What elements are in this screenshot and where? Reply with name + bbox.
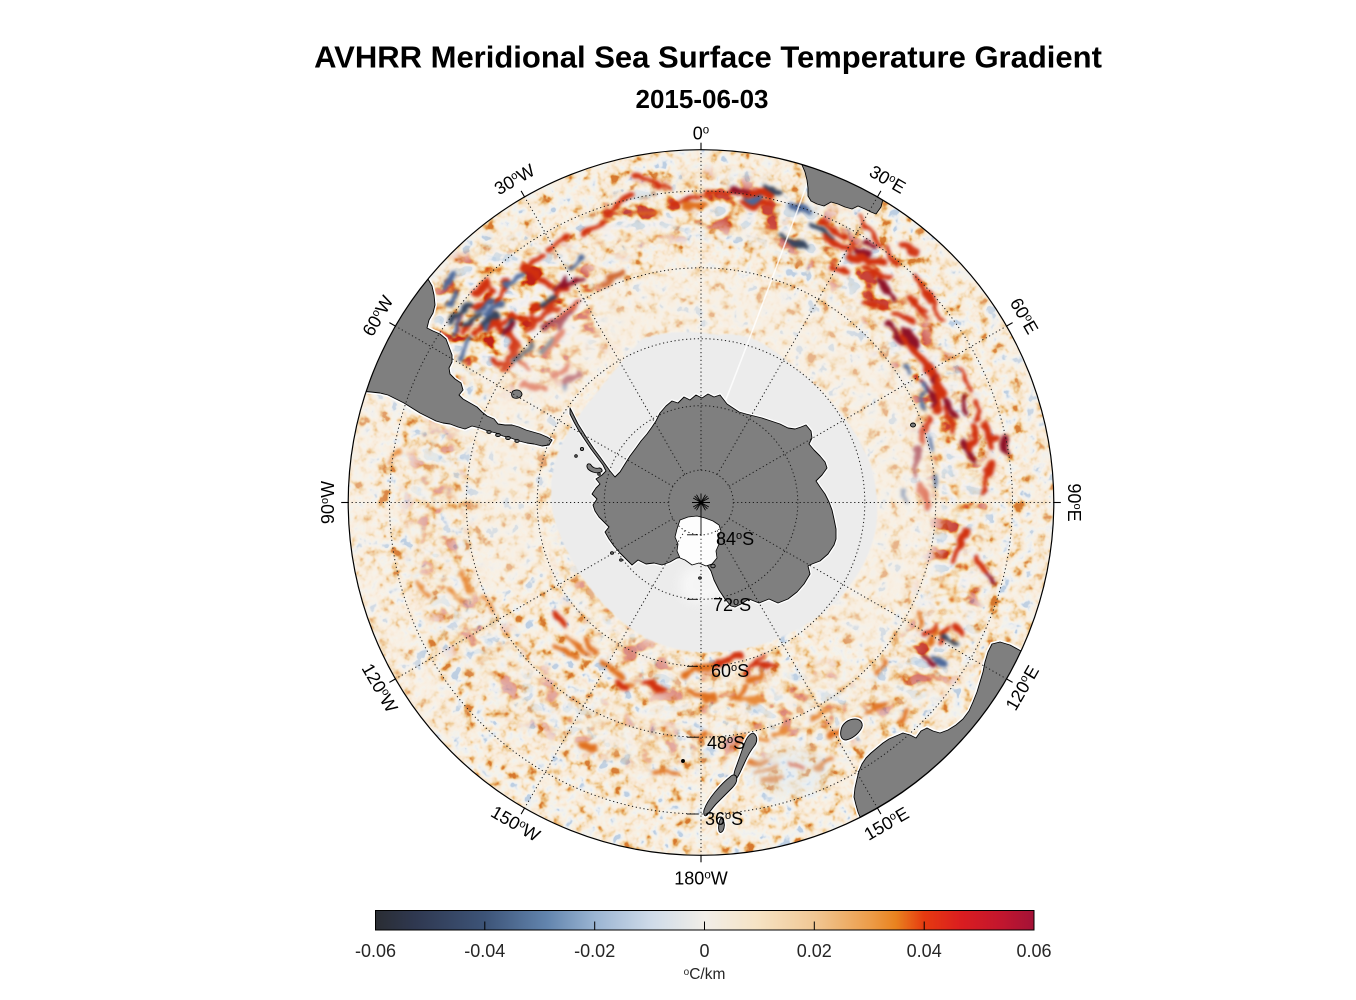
svg-text:84oS: 84oS xyxy=(716,529,754,549)
svg-text:oC/km: oC/km xyxy=(684,966,726,983)
svg-text:0: 0 xyxy=(699,941,709,961)
svg-text:60oS: 60oS xyxy=(711,661,749,681)
svg-text:90oE: 90oE xyxy=(1064,483,1084,521)
svg-text:90oW: 90oW xyxy=(318,481,338,524)
svg-text:0.02: 0.02 xyxy=(797,941,832,961)
svg-text:180oW: 180oW xyxy=(674,869,727,889)
svg-text:72oS: 72oS xyxy=(713,595,751,615)
svg-text:2015-06-03: 2015-06-03 xyxy=(636,84,769,114)
svg-text:-0.04: -0.04 xyxy=(464,941,505,961)
svg-text:AVHRR Meridional Sea Surface T: AVHRR Meridional Sea Surface Temperature… xyxy=(314,40,1102,75)
svg-text:-0.02: -0.02 xyxy=(574,941,615,961)
svg-text:0.04: 0.04 xyxy=(907,941,942,961)
svg-text:-0.06: -0.06 xyxy=(355,941,396,961)
svg-text:36oS: 36oS xyxy=(705,809,743,829)
svg-text:0.06: 0.06 xyxy=(1016,941,1051,961)
svg-text:48oS: 48oS xyxy=(707,733,745,753)
